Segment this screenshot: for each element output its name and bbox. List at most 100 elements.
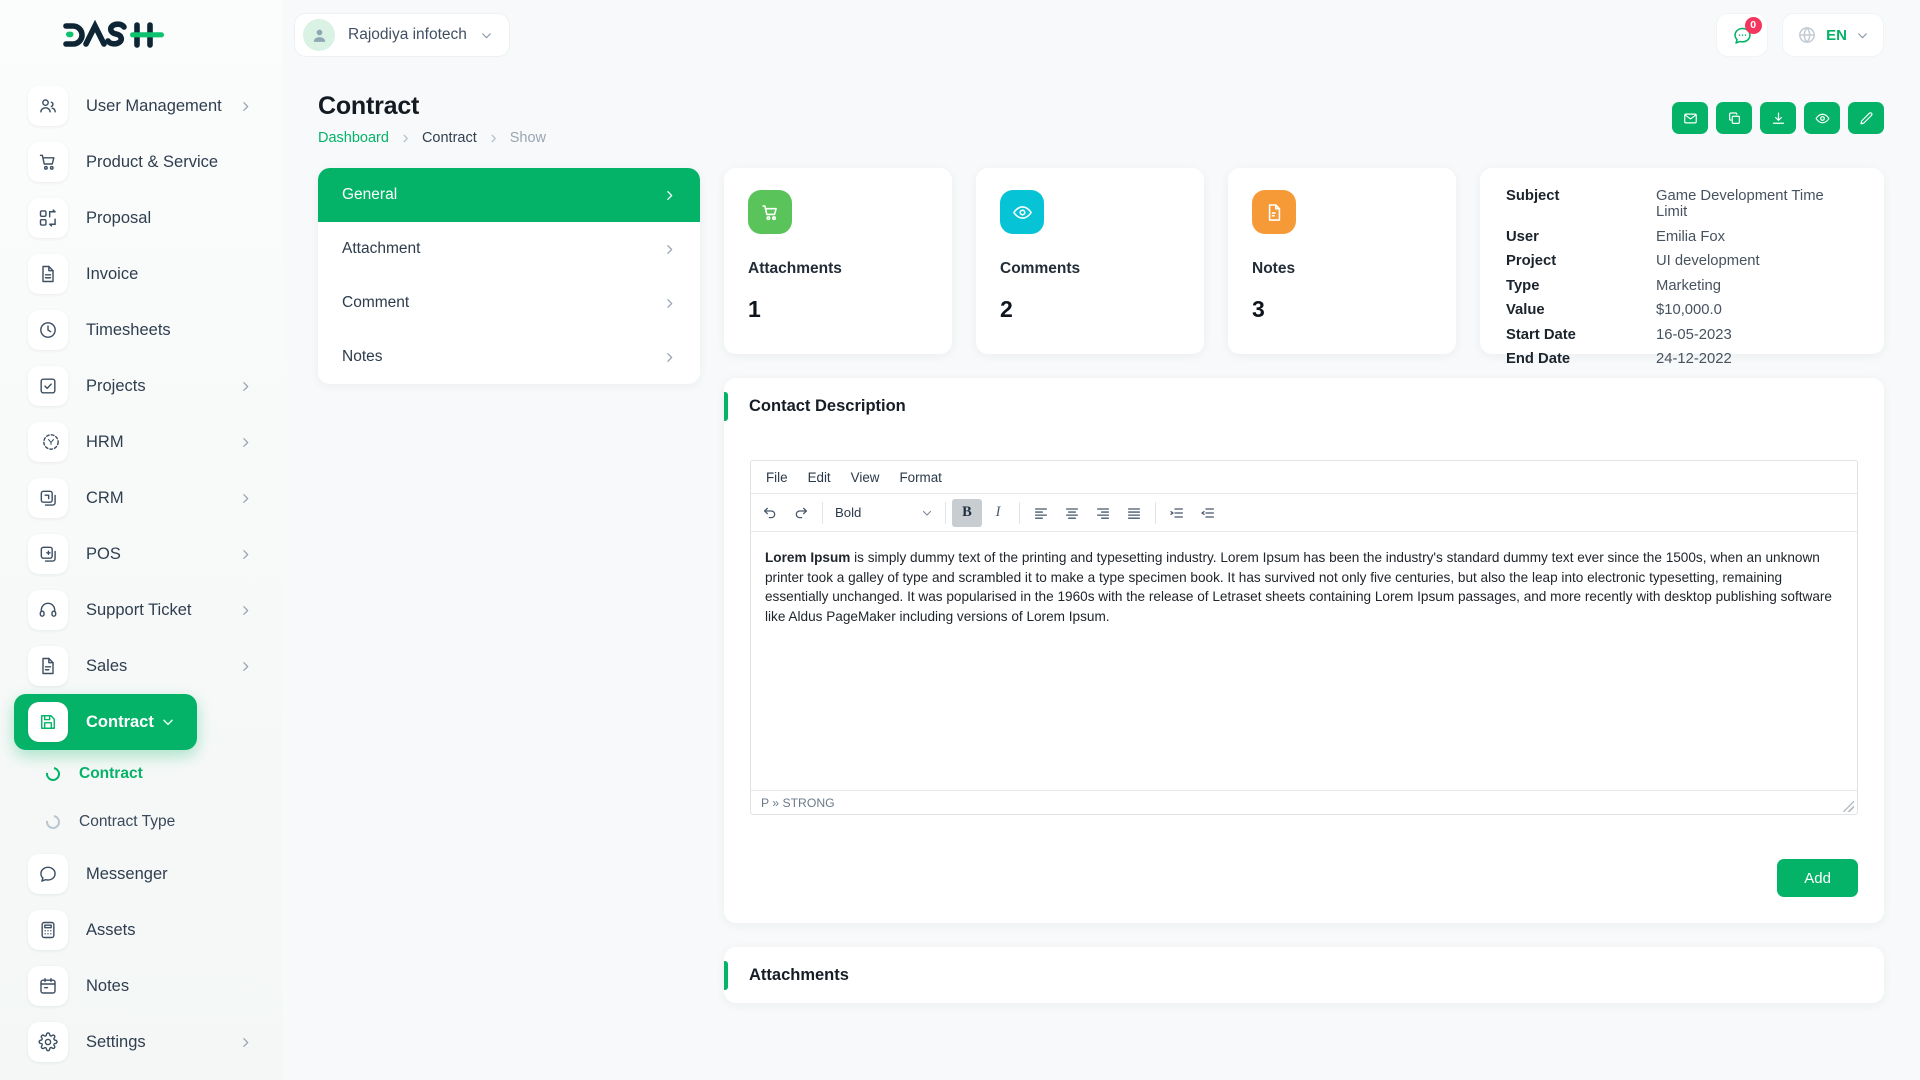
download-button[interactable] [1760,102,1796,134]
resize-handle[interactable] [1843,801,1854,812]
rich-text-editor[interactable]: File Edit View Format [750,460,1858,815]
crm-icon [28,478,68,518]
sidebar-item-label: User Management [86,96,222,115]
sidebar-item-label: Assets [86,920,136,939]
dash-logo-icon [63,20,164,48]
menu-format[interactable]: Format [899,469,942,485]
editor-menubar: File Edit View Format [751,461,1857,494]
sidebar-item-messenger[interactable]: Messenger [14,846,274,902]
sidebar-item-crm[interactable]: CRM [14,470,274,526]
align-left-button[interactable] [1026,499,1056,527]
breadcrumb-dashboard[interactable]: Dashboard [318,130,389,146]
chevron-right-icon [239,604,252,617]
align-center-button[interactable] [1057,499,1087,527]
element-path: P » STRONG [761,795,835,810]
sidebar-item-label: Timesheets [86,320,171,339]
tab-general[interactable]: General [318,168,700,222]
hrm-icon [28,422,68,462]
edit-button[interactable] [1848,102,1884,134]
menu-edit[interactable]: Edit [807,469,831,485]
app-logo[interactable] [0,0,282,70]
editor-statusbar: P » STRONG [751,790,1857,814]
chevron-right-icon [663,351,676,364]
info-key: Value [1506,302,1545,318]
info-value: Emilia Fox [1656,228,1726,245]
menu-file[interactable]: File [766,469,788,485]
tab-notes[interactable]: Notes [318,330,700,384]
language-switcher[interactable]: EN [1782,13,1884,57]
company-switcher[interactable]: Rajodiya infotech [294,13,510,57]
contact-description-section: Contact Description File Edit View Forma… [724,378,1884,923]
sidebar-item-settings[interactable]: Settings [14,1014,274,1070]
redo-button[interactable] [786,499,816,527]
format-select-value: Bold [835,505,862,520]
sidebar-item-label: Contract [86,712,154,731]
tab-label: Notes [342,348,383,365]
sidebar-item-assets[interactable]: Assets [14,902,274,958]
sidebar-subitem-contract-type[interactable]: Contract Type [0,798,282,846]
sidebar-item-pos[interactable]: POS [14,526,274,582]
stat-label: Comments [1000,260,1081,277]
sidebar-item-invoice[interactable]: Invoice [14,246,274,302]
sidebar-item-label: POS [86,544,121,563]
italic-button[interactable]: I [983,499,1013,527]
chevron-right-icon [239,660,252,673]
content-area: General Attachment Comment Notes [282,146,1920,1003]
info-value: Game Development Time Limit [1656,188,1824,220]
info-row: User Emilia Fox [1506,229,1858,245]
chevron-right-icon [663,189,676,202]
gear-icon [28,1022,68,1062]
align-right-button[interactable] [1088,499,1118,527]
sidebar-item-sales[interactable]: Sales [14,638,274,694]
tab-attachment[interactable]: Attachment [318,222,700,276]
sidebar: User Management Product & Service Propos… [0,0,282,1080]
sidebar-item-support-ticket[interactable]: Support Ticket [14,582,274,638]
stat-label: Attachments [748,260,842,277]
messages-button[interactable]: 0 [1716,13,1769,57]
chat-icon [1732,25,1753,46]
sidebar-subitem-contract[interactable]: Contract [0,750,282,798]
avatar [303,19,335,51]
info-value: Marketing [1656,277,1721,294]
bold-button[interactable]: B [952,498,982,527]
editor-content[interactable]: Lorem Ipsum is simply dummy text of the … [751,532,1857,790]
envelope-icon [1683,111,1698,126]
sidebar-item-user-management[interactable]: User Management [14,78,274,134]
preview-button[interactable] [1804,102,1840,134]
sidebar-item-hrm[interactable]: HRM [14,414,274,470]
clock-icon [28,310,68,350]
format-select[interactable]: Bold [829,499,939,527]
editor-toolbar: Bold B I [751,494,1857,532]
info-key: Subject [1506,188,1560,204]
sidebar-item-proposal[interactable]: Proposal [14,190,274,246]
chevron-down-icon [921,507,933,519]
section-header: Attachments [724,947,1884,1003]
toolbar-divider [945,501,946,524]
sidebar-item-projects[interactable]: Projects [14,358,274,414]
sidebar-item-label: Product & Service [86,152,219,171]
info-row: Start Date 16-05-2023 [1506,327,1858,343]
section-header: Contact Description [724,378,1884,434]
outdent-button[interactable] [1162,499,1192,527]
sidebar-item-label: HRM [86,432,124,451]
email-button[interactable] [1672,102,1708,134]
editor-bold-lead: Lorem Ipsum [765,550,851,565]
sidebar-item-notes[interactable]: Notes [14,958,274,1014]
tab-comment[interactable]: Comment [318,276,700,330]
sidebar-item-contract[interactable]: Contract [14,694,197,750]
sidebar-nav: User Management Product & Service Propos… [0,70,282,1070]
align-justify-icon [1126,505,1142,521]
sidebar-item-timesheets[interactable]: Timesheets [14,302,274,358]
sidebar-item-product-service[interactable]: Product & Service [14,134,274,190]
cart-icon [748,190,792,234]
breadcrumb-contract[interactable]: Contract [421,130,477,146]
indent-button[interactable] [1193,499,1223,527]
undo-button[interactable] [755,499,785,527]
cart-icon [28,142,68,182]
copy-button[interactable] [1716,102,1752,134]
sidebar-item-label: Sales [86,656,128,675]
menu-view[interactable]: View [850,469,880,485]
sidebar-item-label: Messenger [86,864,168,883]
align-justify-button[interactable] [1119,499,1149,527]
add-button[interactable]: Add [1777,859,1858,897]
